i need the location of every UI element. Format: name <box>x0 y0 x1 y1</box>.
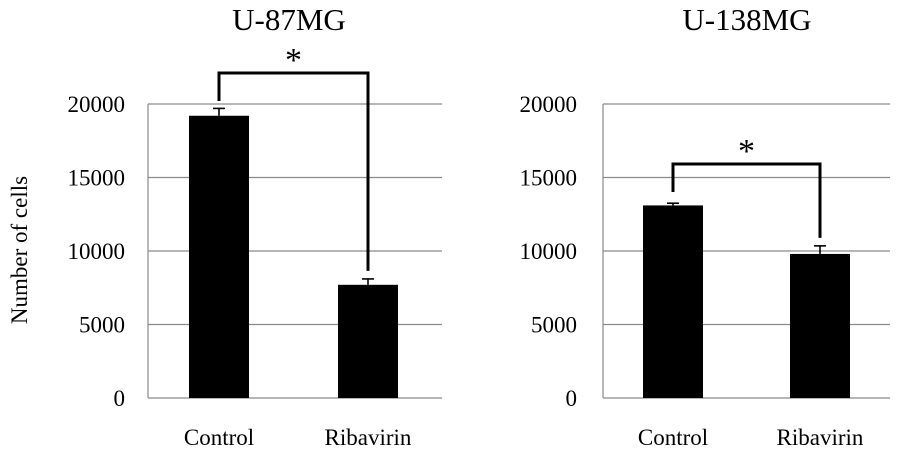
y-axis-label: Number of cells <box>7 176 32 324</box>
category-label: Control <box>638 425 708 450</box>
y-tick-label: 15000 <box>68 166 126 191</box>
category-label: Ribavirin <box>777 425 864 450</box>
bars <box>643 205 850 398</box>
y-tick-label: 0 <box>566 386 578 411</box>
significance-bracket-line <box>217 71 370 271</box>
bar-ribavirin <box>338 284 398 398</box>
bars <box>189 115 398 398</box>
category-labels: Control Ribavirin <box>184 425 412 450</box>
y-tick-label: 20000 <box>68 92 126 117</box>
error-bars <box>667 202 826 254</box>
y-tick-label: 5000 <box>79 313 125 338</box>
y-tick-label: 0 <box>114 386 126 411</box>
category-labels: Control Ribavirin <box>638 425 864 450</box>
chart-title: U-138MG <box>682 2 811 37</box>
significance-marker: * <box>738 133 755 170</box>
significance-bracket: * <box>217 42 370 271</box>
significance-bracket-line <box>671 162 822 238</box>
significance-bracket: * <box>671 133 822 238</box>
y-tick-label: 5000 <box>531 313 577 338</box>
significance-marker: * <box>285 42 302 79</box>
bar-control <box>189 115 249 398</box>
error-bars <box>213 107 374 285</box>
y-tick-labels: 0 5000 10000 15000 20000 <box>68 92 126 411</box>
chart-panel-u87mg: U-87MG Number of cells 0 5000 10000 15000 20… <box>7 2 442 450</box>
y-tick-label: 15000 <box>520 166 578 191</box>
category-label: Control <box>184 425 254 450</box>
bar-ribavirin <box>790 253 850 398</box>
bar-control <box>643 205 703 398</box>
y-tick-label: 20000 <box>520 92 578 117</box>
y-tick-labels: 0 5000 10000 15000 20000 <box>520 92 578 411</box>
y-tick-label: 10000 <box>68 239 126 264</box>
chart-title: U-87MG <box>232 2 346 37</box>
grid-lines <box>602 103 890 399</box>
y-tick-label: 10000 <box>520 239 578 264</box>
chart-panel-u138mg: U-138MG 0 5000 10000 15000 20000 Control Riba… <box>520 2 890 450</box>
category-label: Ribavirin <box>325 425 412 450</box>
